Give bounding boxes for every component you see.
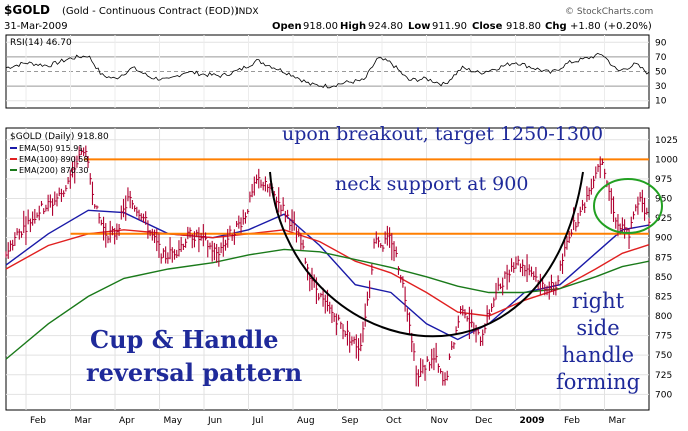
rsi-ticks: 90 70 50 30 10 <box>655 38 667 106</box>
close-value: 918.80 <box>506 21 541 32</box>
low-value: 911.90 <box>432 21 467 32</box>
y-tick-label: 975 <box>655 175 672 185</box>
y-tick-label: 1025 <box>655 136 678 146</box>
watermark: © StockCharts.com <box>565 7 653 17</box>
symbol: $GOLD <box>4 3 50 17</box>
annotation-target: upon breakout, target 1250-1300 <box>282 123 603 145</box>
price-panel-frame <box>5 127 650 411</box>
cup-curve <box>269 171 584 338</box>
rsi-label: RSI(14) 46.70 <box>10 38 72 48</box>
rsi-tick-label: 10 <box>655 97 667 107</box>
exchange: INDX <box>236 7 258 17</box>
rsi-grid <box>6 35 649 108</box>
open-value: 918.00 <box>303 21 338 32</box>
x-tick-label: Apr <box>119 416 135 426</box>
x-tick-label: Oct <box>386 416 402 426</box>
x-tick-label: Mar <box>609 416 626 426</box>
y-tick-label: 725 <box>655 371 672 381</box>
y-tick-label: 825 <box>655 292 672 302</box>
x-tick-label: 2009 <box>520 416 545 426</box>
support-resistance-lines <box>70 158 649 235</box>
annotation-pattern-line1: Cup & Handle <box>90 325 279 354</box>
rsi-series <box>5 52 650 89</box>
rsi-tick-label: 90 <box>655 38 667 48</box>
annotation-handle-line1: right <box>572 289 625 313</box>
x-tick-label: Feb <box>564 416 580 426</box>
annotation-handle-line3: handle <box>562 343 634 367</box>
chg-label: Chg <box>545 21 567 32</box>
x-tick-label: May <box>164 416 183 426</box>
y-tick-label: 700 <box>655 390 672 400</box>
rsi-tick-label: 70 <box>655 53 667 63</box>
description: (Gold - Continuous Contract (EOD)) <box>62 6 238 17</box>
annotation-pattern-line2: reversal pattern <box>86 358 302 387</box>
x-tick-label: Feb <box>30 416 46 426</box>
high-value: 924.80 <box>368 21 403 32</box>
legend-ema50: EMA(50) 915.91 <box>19 144 83 153</box>
y-tick-label: 850 <box>655 273 672 283</box>
y-tick-label: 750 <box>655 351 672 361</box>
x-tick-label: Dec <box>475 416 492 426</box>
y-tick-label: 900 <box>655 234 672 244</box>
open-label: Open <box>272 21 302 32</box>
legend: $GOLD (Daily) 918.80 EMA(50) 915.91 EMA(… <box>10 132 109 175</box>
legend-ema100: EMA(100) 890.58 <box>19 155 88 164</box>
high-label: High <box>340 21 366 32</box>
y-tick-label: 775 <box>655 332 672 342</box>
x-tick-label: Aug <box>297 416 315 426</box>
y-axis-ticks: 700 725 750 775 800 825 850 875 900 925 950 975 1000… <box>655 136 678 401</box>
y-tick-label: 950 <box>655 195 672 205</box>
ema-series-2 <box>5 248 650 360</box>
y-tick-label: 875 <box>655 253 672 263</box>
annotation-neck-support: neck support at 900 <box>335 173 528 195</box>
x-tick-label: Jun <box>207 416 222 426</box>
x-axis-ticks: Feb Mar Apr May Jun Jul Aug Sep Oct Nov Dec 2009 Feb… <box>30 416 626 426</box>
x-tick-label: Jul <box>252 416 264 426</box>
rsi-tick-label: 50 <box>655 68 667 78</box>
price-bars <box>5 145 651 387</box>
chg-value: +1.80 (+0.20%) <box>570 21 652 32</box>
annotation-handle-line4: forming <box>556 370 640 394</box>
y-tick-label: 925 <box>655 214 672 224</box>
low-label: Low <box>408 21 430 32</box>
y-tick-label: 1000 <box>655 155 678 165</box>
x-tick-label: Nov <box>431 416 449 426</box>
x-tick-label: Sep <box>342 416 359 426</box>
close-label: Close <box>472 21 503 32</box>
rsi-tick-label: 30 <box>655 82 667 92</box>
price-panel-label: $GOLD (Daily) 918.80 <box>10 132 109 142</box>
y-tick-label: 800 <box>655 312 672 322</box>
handle-circle <box>593 178 663 234</box>
x-tick-label: Mar <box>75 416 92 426</box>
annotation-handle-line2: side <box>576 316 619 340</box>
legend-ema200: EMA(200) 870.30 <box>19 166 88 175</box>
rsi-line <box>5 52 650 89</box>
date: 31-Mar-2009 <box>4 21 68 32</box>
